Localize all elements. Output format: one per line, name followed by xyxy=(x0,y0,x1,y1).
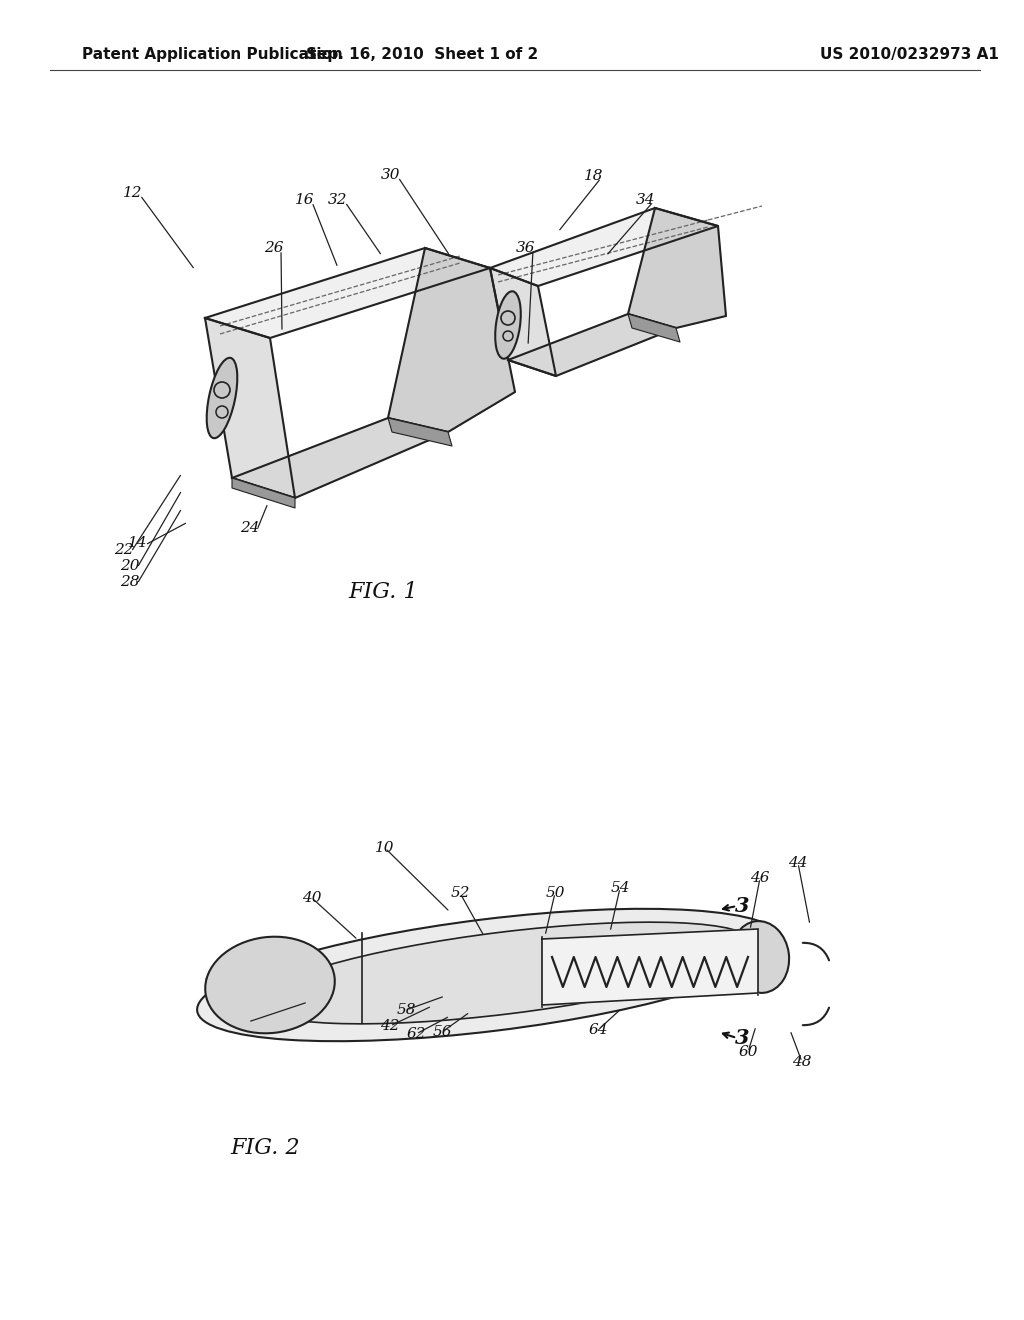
Ellipse shape xyxy=(496,292,521,359)
Text: 14: 14 xyxy=(128,536,147,550)
Text: 54: 54 xyxy=(610,880,630,895)
Text: 44: 44 xyxy=(788,855,808,870)
Ellipse shape xyxy=(257,923,754,1024)
Polygon shape xyxy=(232,418,449,498)
Text: 36: 36 xyxy=(516,242,536,255)
Text: 3: 3 xyxy=(735,896,750,916)
Text: 34: 34 xyxy=(636,193,655,207)
Text: 64: 64 xyxy=(588,1023,608,1038)
Text: 38: 38 xyxy=(239,1015,258,1030)
Text: FIG. 1: FIG. 1 xyxy=(348,581,418,603)
Polygon shape xyxy=(628,314,680,342)
Text: 52: 52 xyxy=(451,886,470,900)
Ellipse shape xyxy=(207,358,238,438)
Text: Sep. 16, 2010  Sheet 1 of 2: Sep. 16, 2010 Sheet 1 of 2 xyxy=(306,46,539,62)
Polygon shape xyxy=(205,318,295,498)
Ellipse shape xyxy=(731,921,790,993)
Polygon shape xyxy=(388,248,515,432)
Text: 46: 46 xyxy=(751,871,770,884)
Text: 20: 20 xyxy=(120,558,139,573)
Text: 30: 30 xyxy=(381,168,400,182)
Polygon shape xyxy=(232,478,295,508)
Text: 56: 56 xyxy=(432,1026,452,1039)
Text: US 2010/0232973 A1: US 2010/0232973 A1 xyxy=(820,46,998,62)
Polygon shape xyxy=(542,929,758,1005)
Text: 40: 40 xyxy=(302,891,322,906)
Text: 26: 26 xyxy=(264,242,284,255)
Text: 10: 10 xyxy=(375,841,394,855)
Polygon shape xyxy=(388,418,452,446)
Polygon shape xyxy=(205,248,490,338)
Text: 42: 42 xyxy=(380,1019,399,1034)
Text: 18: 18 xyxy=(585,169,604,183)
Text: 16: 16 xyxy=(295,193,314,207)
Text: 62: 62 xyxy=(407,1027,426,1041)
Text: 3: 3 xyxy=(735,1028,750,1048)
Polygon shape xyxy=(490,268,556,376)
Ellipse shape xyxy=(205,937,335,1034)
Text: 24: 24 xyxy=(241,521,260,535)
Text: 32: 32 xyxy=(329,193,348,207)
Text: FIG. 2: FIG. 2 xyxy=(230,1137,300,1159)
Text: 48: 48 xyxy=(793,1055,812,1069)
Text: 12: 12 xyxy=(123,186,142,201)
Polygon shape xyxy=(490,209,718,286)
Ellipse shape xyxy=(197,908,783,1041)
Text: 50: 50 xyxy=(545,886,565,900)
Text: 22: 22 xyxy=(115,543,134,557)
Text: Patent Application Publication: Patent Application Publication xyxy=(82,46,343,62)
Text: 60: 60 xyxy=(738,1045,758,1059)
Text: 28: 28 xyxy=(120,576,139,589)
Polygon shape xyxy=(628,209,726,327)
Polygon shape xyxy=(508,314,676,376)
Text: 58: 58 xyxy=(396,1003,416,1016)
